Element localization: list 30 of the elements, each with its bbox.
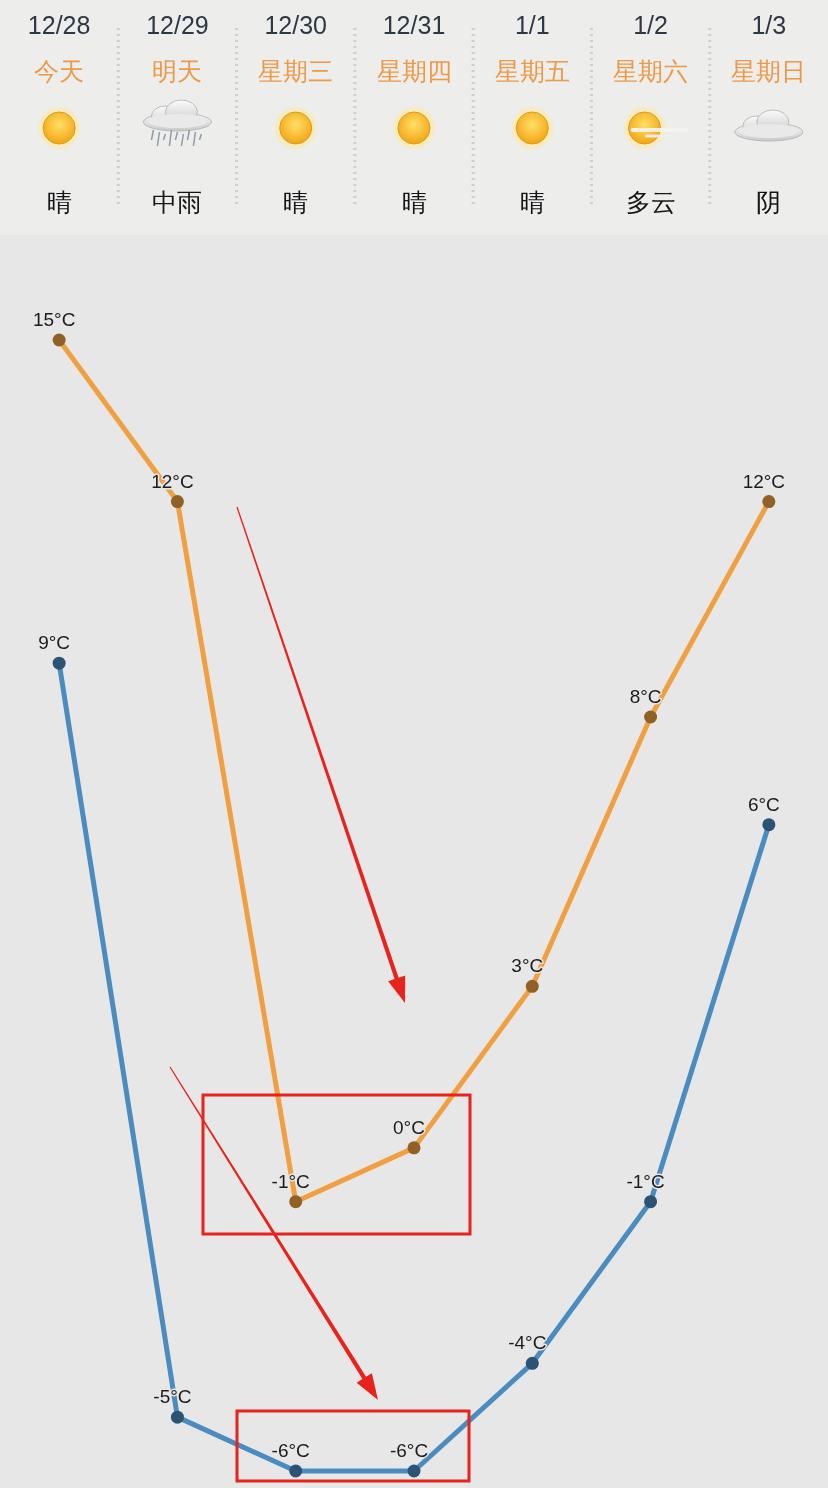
annotation: 星期六 — [613, 57, 689, 85]
value-label: -6°C — [389, 1440, 429, 1461]
annotation: 多云 — [625, 188, 676, 216]
category-label: 1/3 — [751, 11, 787, 39]
value-label: 6°C — [747, 793, 780, 815]
annotation: 晴 — [519, 188, 545, 216]
annotation: 明天 — [152, 57, 203, 85]
category-label: 12/29 — [146, 11, 209, 39]
annotation: 今天 — [34, 57, 85, 85]
annotation: 星期日 — [731, 57, 807, 85]
value-label: -6°C — [271, 1440, 310, 1461]
category-label: 1/2 — [633, 11, 668, 39]
category-label: 12/30 — [264, 11, 327, 39]
category-label: 1/1 — [514, 11, 550, 39]
annotation: 阴 — [756, 188, 782, 216]
value-label: -4°C — [508, 1332, 547, 1354]
annotation: 星期三 — [258, 57, 334, 85]
annotation: 晴 — [46, 188, 72, 216]
value-label: 9°C — [38, 632, 71, 654]
category-label: 12/28 — [27, 11, 91, 39]
annotation: 星期四 — [376, 57, 452, 85]
value-label: 0°C — [393, 1116, 425, 1138]
category-label: 12/31 — [382, 11, 446, 39]
annotation: 晴 — [283, 188, 309, 216]
annotation: 星期五 — [494, 57, 570, 85]
annotation: 中雨 — [152, 188, 203, 216]
annotation: 晴 — [401, 188, 427, 216]
value-label: 12°C — [742, 470, 786, 492]
value-label: 8°C — [629, 686, 662, 707]
value-label: 15°C — [32, 309, 76, 330]
